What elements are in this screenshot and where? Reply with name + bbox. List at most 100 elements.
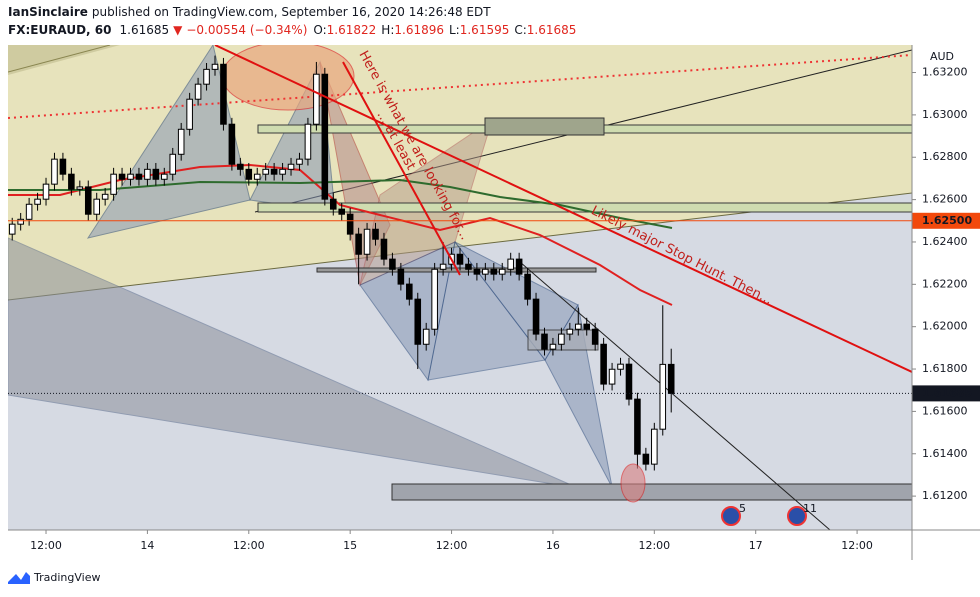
candle-body <box>321 73 329 200</box>
y-tick-label: 1.61400 <box>922 447 968 460</box>
y-tick-label: 1.63200 <box>922 66 968 79</box>
candle-body <box>617 363 624 370</box>
x-tick-label: 14 <box>140 539 154 552</box>
candle-body <box>515 258 523 275</box>
symbol: FX:EURAUD, 60 <box>8 23 112 37</box>
y-tick-label: 1.61600 <box>922 404 968 417</box>
candle-body <box>203 68 210 85</box>
candle-body <box>161 173 168 180</box>
candle-body <box>651 428 658 465</box>
candle-body <box>287 163 295 170</box>
highlight <box>221 45 355 111</box>
candle-body <box>296 158 303 165</box>
candle-body <box>541 333 548 350</box>
candle-body <box>144 168 151 180</box>
trend-line <box>519 261 831 530</box>
zone <box>484 117 605 136</box>
axes: 1.61200 1.61400 1.61600 1.61800 1.62000 1.622… <box>30 66 967 552</box>
event-count: 11 <box>803 502 817 515</box>
candle-body <box>135 173 143 180</box>
candle-body <box>625 363 633 400</box>
x-tick-label: 15 <box>343 539 357 552</box>
ohlc-value: 1.61685 <box>527 23 577 37</box>
x-tick-label: 12:00 <box>638 539 670 552</box>
y-tick-label: 1.62400 <box>922 235 968 248</box>
candle-body <box>600 343 607 385</box>
y-tick-label: 1.61800 <box>922 362 968 375</box>
y-tick-label: 1.61200 <box>922 489 968 502</box>
zone <box>257 202 912 213</box>
y-tick-label: 1.63000 <box>922 108 968 121</box>
y-axis-label: AUD <box>930 50 954 63</box>
footer-logo: TradingView <box>8 571 100 584</box>
candle-body <box>634 398 641 455</box>
candle-body <box>482 268 489 275</box>
last: 1.61685 <box>120 23 170 37</box>
trend-line <box>342 61 461 276</box>
y-tick-label: 1.62200 <box>922 277 968 290</box>
x-tick-label: 16 <box>546 539 560 552</box>
candle-body <box>465 263 472 270</box>
candle-body <box>363 228 371 255</box>
published: published on TradingView.com, September … <box>92 5 491 19</box>
candle-body <box>490 268 498 275</box>
candle-body <box>110 173 117 195</box>
candle-body <box>372 228 379 240</box>
moving-average <box>8 178 673 229</box>
candle-body <box>439 263 447 270</box>
candle-body <box>659 363 667 430</box>
candle-body <box>253 173 261 180</box>
arrow: ▼ <box>173 23 183 37</box>
candle-body <box>279 168 286 175</box>
candle-body <box>558 333 565 345</box>
y-tick-label: 1.62000 <box>922 320 968 333</box>
brand: TradingView <box>33 571 100 584</box>
y-tick-label: 1.62800 <box>922 150 968 163</box>
candle-body <box>524 273 531 300</box>
candle-body <box>51 158 58 185</box>
event: 5 11 <box>721 502 817 526</box>
candle-body <box>220 63 227 125</box>
x-tick-label: 12:00 <box>30 539 62 552</box>
overlay: 1.62500 1.61685 <box>8 212 980 402</box>
candle-body <box>608 368 616 385</box>
candle-body <box>228 123 236 165</box>
candle-body <box>397 268 405 285</box>
candle-body <box>583 323 591 330</box>
highlight <box>620 463 646 503</box>
candle-body <box>591 328 599 345</box>
ohlc-label: H: <box>381 23 394 37</box>
candle-body <box>237 163 244 170</box>
candle-body <box>422 328 430 345</box>
candle-body <box>152 168 160 180</box>
candle-body <box>59 158 67 175</box>
x-tick-label: 12:00 <box>436 539 468 552</box>
change: −0.00554 (−0.34%) <box>186 23 307 37</box>
current-price-box <box>912 385 980 402</box>
candle-body <box>380 238 388 260</box>
ohlc-value: 1.61822 <box>327 23 377 37</box>
candle-body <box>329 198 337 210</box>
price-label: 1.62500 <box>922 214 972 227</box>
candle-body <box>270 168 278 175</box>
candle-body <box>667 363 675 394</box>
pattern <box>8 237 579 489</box>
candle-body <box>17 218 24 225</box>
ohlc-value: 1.61896 <box>394 23 444 37</box>
x-tick-label: 12:00 <box>233 539 265 552</box>
candle-body <box>431 268 438 330</box>
candle-body <box>169 153 177 175</box>
author: IanSinclaire <box>8 5 88 19</box>
candle-body <box>177 128 185 155</box>
candle-body <box>566 328 574 335</box>
candle-body <box>355 233 362 255</box>
trend-line <box>214 45 912 373</box>
candle-body <box>549 343 557 350</box>
candle-body <box>93 198 100 215</box>
price-label-box <box>912 212 980 229</box>
trend-line <box>8 54 912 119</box>
candle-body <box>406 283 413 300</box>
candle-body <box>574 323 582 330</box>
candle-body <box>313 73 320 125</box>
